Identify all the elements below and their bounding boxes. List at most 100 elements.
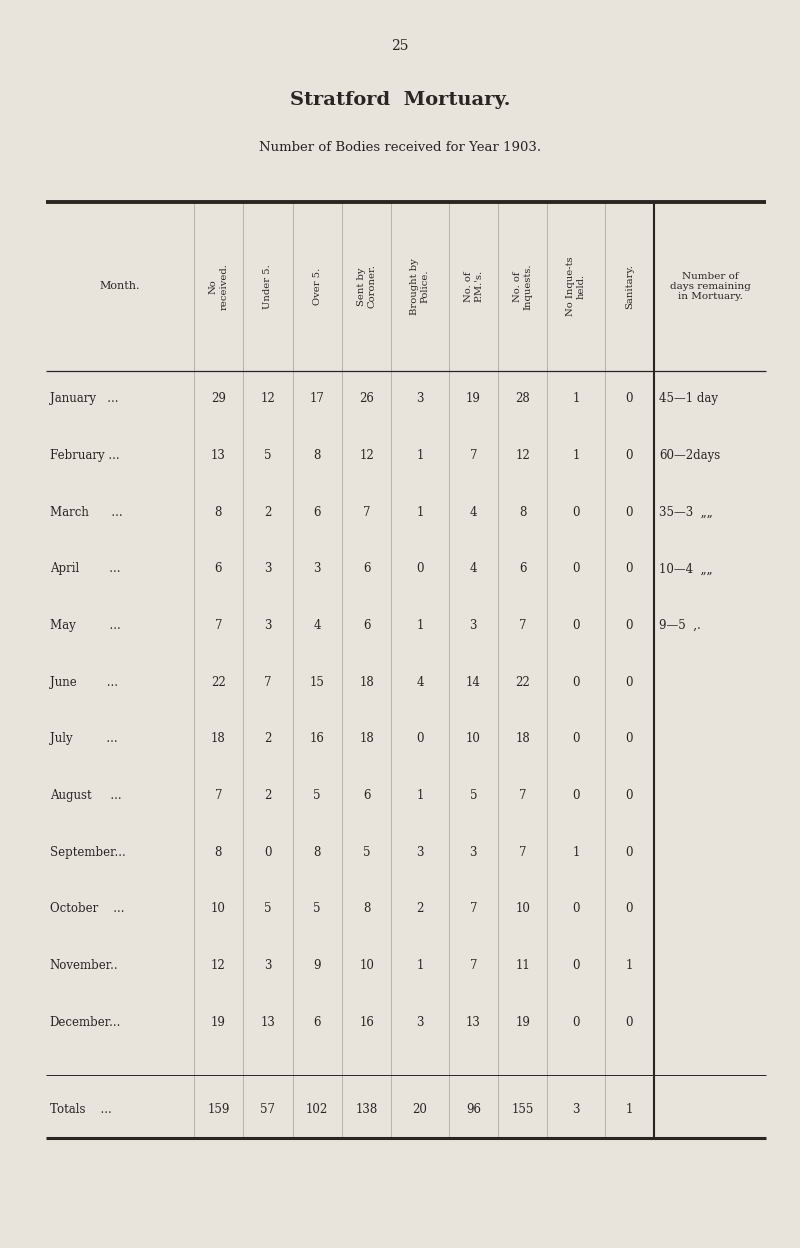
- Text: 13: 13: [211, 449, 226, 462]
- Text: Sent by
Coroner.: Sent by Coroner.: [357, 265, 376, 308]
- Text: 5: 5: [363, 846, 370, 859]
- Text: 10: 10: [359, 958, 374, 972]
- Text: 0: 0: [626, 563, 633, 575]
- Text: 28: 28: [515, 392, 530, 406]
- Text: 8: 8: [214, 846, 222, 859]
- Text: 5: 5: [264, 902, 271, 915]
- Text: 11: 11: [515, 958, 530, 972]
- Text: 4: 4: [314, 619, 321, 631]
- Text: 9—5  ,.: 9—5 ,.: [659, 619, 701, 631]
- Text: 14: 14: [466, 675, 481, 689]
- Text: 0: 0: [572, 958, 580, 972]
- Text: 18: 18: [359, 733, 374, 745]
- Text: 5: 5: [314, 902, 321, 915]
- Text: 0: 0: [572, 902, 580, 915]
- Text: Over 5.: Over 5.: [313, 268, 322, 305]
- Text: September...: September...: [50, 846, 126, 859]
- Text: 8: 8: [314, 846, 321, 859]
- Text: 18: 18: [211, 733, 226, 745]
- Text: 1: 1: [572, 392, 580, 406]
- Text: 2: 2: [264, 505, 271, 519]
- Text: 4: 4: [470, 505, 477, 519]
- Text: 12: 12: [211, 958, 226, 972]
- Text: 5: 5: [314, 789, 321, 802]
- Text: November..: November..: [50, 958, 118, 972]
- Text: 3: 3: [416, 846, 424, 859]
- Text: August     ...: August ...: [50, 789, 122, 802]
- Text: 0: 0: [626, 505, 633, 519]
- Text: May         ...: May ...: [50, 619, 120, 631]
- Text: 96: 96: [466, 1103, 481, 1117]
- Text: 16: 16: [310, 733, 325, 745]
- Text: 18: 18: [515, 733, 530, 745]
- Text: 3: 3: [264, 619, 271, 631]
- Text: 3: 3: [416, 1016, 424, 1028]
- Text: 0: 0: [572, 619, 580, 631]
- Text: 1: 1: [626, 958, 633, 972]
- Text: 0: 0: [626, 733, 633, 745]
- Text: 6: 6: [363, 563, 370, 575]
- Text: 9: 9: [314, 958, 321, 972]
- Text: January   ...: January ...: [50, 392, 118, 406]
- Text: 7: 7: [519, 789, 526, 802]
- Text: 0: 0: [626, 1016, 633, 1028]
- Text: No. of
P.M.'s.: No. of P.M.'s.: [464, 271, 483, 302]
- Text: April        ...: April ...: [50, 563, 120, 575]
- Text: 10: 10: [466, 733, 481, 745]
- Text: 6: 6: [314, 1016, 321, 1028]
- Text: Sanitary.: Sanitary.: [625, 265, 634, 308]
- Text: October    ...: October ...: [50, 902, 124, 915]
- Text: 6: 6: [363, 789, 370, 802]
- Text: July         ...: July ...: [50, 733, 118, 745]
- Text: No. of
Inquests.: No. of Inquests.: [513, 263, 532, 310]
- Text: 7: 7: [519, 619, 526, 631]
- Text: 57: 57: [260, 1103, 275, 1117]
- Text: Number of Bodies received for Year 1903.: Number of Bodies received for Year 1903.: [259, 141, 541, 154]
- Text: 6: 6: [519, 563, 526, 575]
- Text: 2: 2: [264, 789, 271, 802]
- Text: Month.: Month.: [100, 281, 140, 292]
- Text: 102: 102: [306, 1103, 328, 1117]
- Text: 10: 10: [515, 902, 530, 915]
- Text: December...: December...: [50, 1016, 121, 1028]
- Text: 26: 26: [359, 392, 374, 406]
- Text: 20: 20: [413, 1103, 427, 1117]
- Text: 0: 0: [572, 675, 580, 689]
- Text: 7: 7: [470, 902, 477, 915]
- Text: 16: 16: [359, 1016, 374, 1028]
- Text: 7: 7: [470, 449, 477, 462]
- Text: June        ...: June ...: [50, 675, 118, 689]
- Text: 19: 19: [515, 1016, 530, 1028]
- Text: 1: 1: [626, 1103, 633, 1117]
- Text: 29: 29: [211, 392, 226, 406]
- Text: 1: 1: [416, 789, 424, 802]
- Text: 12: 12: [261, 392, 275, 406]
- Text: 35—3  „„: 35—3 „„: [659, 505, 713, 519]
- Text: No
received.: No received.: [209, 263, 228, 310]
- Text: 7: 7: [264, 675, 271, 689]
- Text: 0: 0: [572, 563, 580, 575]
- Text: 19: 19: [211, 1016, 226, 1028]
- Text: 22: 22: [211, 675, 226, 689]
- Text: 1: 1: [416, 449, 424, 462]
- Text: Brought by
Police.: Brought by Police.: [410, 258, 430, 314]
- Text: 17: 17: [310, 392, 325, 406]
- Text: Number of
days remaining
in Mortuary.: Number of days remaining in Mortuary.: [670, 272, 750, 301]
- Text: 4: 4: [470, 563, 477, 575]
- Text: 6: 6: [314, 505, 321, 519]
- Text: 19: 19: [466, 392, 481, 406]
- Text: Stratford  Mortuary.: Stratford Mortuary.: [290, 91, 510, 109]
- Text: 0: 0: [626, 789, 633, 802]
- Text: 0: 0: [416, 733, 424, 745]
- Text: 1: 1: [416, 619, 424, 631]
- Text: March      ...: March ...: [50, 505, 122, 519]
- Text: 0: 0: [626, 846, 633, 859]
- Text: 1: 1: [416, 958, 424, 972]
- Text: 0: 0: [264, 846, 271, 859]
- Text: 3: 3: [314, 563, 321, 575]
- Text: February ...: February ...: [50, 449, 119, 462]
- Text: 22: 22: [515, 675, 530, 689]
- Text: 8: 8: [363, 902, 370, 915]
- Text: 12: 12: [359, 449, 374, 462]
- Text: Under 5.: Under 5.: [263, 265, 272, 308]
